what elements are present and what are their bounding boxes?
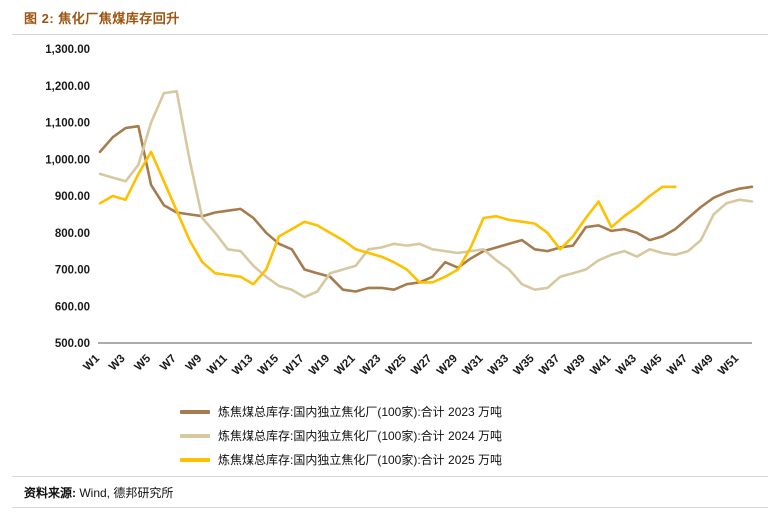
svg-text:W41: W41 [588,352,614,378]
svg-text:W39: W39 [563,353,588,378]
svg-text:W23: W23 [358,353,383,378]
legend-label-2023: 炼焦煤总库存:国内独立焦化厂(100家):合计 2023 万吨 [218,405,503,419]
source-top-divider [12,476,768,477]
svg-text:W29: W29 [435,353,460,378]
svg-text:W31: W31 [460,352,486,378]
svg-text:W7: W7 [158,353,179,374]
svg-text:W45: W45 [639,352,665,378]
figure-title-row: 图 2: 焦化厂焦煤库存回升 [0,0,780,32]
svg-text:W37: W37 [537,353,562,378]
legend-swatch-2023-icon [180,409,210,414]
legend-swatch-2025-icon [180,457,210,462]
svg-text:500.00: 500.00 [55,338,90,350]
svg-text:1,200.00: 1,200.00 [45,81,90,93]
svg-text:W21: W21 [333,352,359,378]
legend-label-2024: 炼焦煤总库存:国内独立焦化厂(100家):合计 2024 万吨 [218,429,503,443]
svg-text:W27: W27 [409,353,434,378]
svg-text:W43: W43 [614,353,639,378]
line-chart: 500.00 600.00 700.00 800.00 900.00 1,000.00 1,… [45,44,754,378]
svg-text:1,000.00: 1,000.00 [45,154,90,166]
legend-swatch-2024-icon [180,433,210,438]
svg-text:600.00: 600.00 [55,301,90,313]
svg-text:W5: W5 [133,352,154,373]
bottom-divider [12,507,768,508]
svg-text:W1: W1 [81,352,102,373]
legend-label-2025: 炼焦煤总库存:国内独立焦化厂(100家):合计 2025 万吨 [218,453,503,467]
svg-text:900.00: 900.00 [55,191,90,203]
svg-text:W15: W15 [256,352,282,378]
svg-text:700.00: 700.00 [55,265,90,277]
legend-item-2025: 炼焦煤总库存:国内独立焦化厂(100家):合计 2025 万吨 [180,451,502,468]
svg-text:W33: W33 [486,353,511,378]
svg-text:W11: W11 [205,352,230,377]
source-text: Wind, 德邦研究所 [79,486,174,500]
svg-text:W47: W47 [665,353,690,378]
source-row: 资料来源: Wind, 德邦研究所 [0,479,780,505]
legend-item-2023: 炼焦煤总库存:国内独立焦化厂(100家):合计 2023 万吨 [180,403,502,420]
svg-text:W17: W17 [281,353,306,378]
chart-area: 500.00 600.00 700.00 800.00 900.00 1,000.00 1,… [0,37,780,401]
svg-text:W25: W25 [384,352,410,378]
chart-legend: 炼焦煤总库存:国内独立焦化厂(100家):合计 2023 万吨 炼焦煤总库存:国… [180,403,600,468]
svg-text:1,100.00: 1,100.00 [45,118,90,130]
svg-text:W19: W19 [307,353,332,378]
legend-item-2024: 炼焦煤总库存:国内独立焦化厂(100家):合计 2024 万吨 [180,427,502,444]
svg-text:W51: W51 [716,352,742,378]
svg-text:W35: W35 [512,352,538,378]
figure-title: 图 2: 焦化厂焦煤库存回升 [24,11,180,26]
svg-text:W13: W13 [230,353,255,378]
svg-text:1,300.00: 1,300.00 [45,44,90,56]
svg-text:800.00: 800.00 [55,228,90,240]
svg-text:W3: W3 [107,353,128,374]
svg-text:W9: W9 [184,353,205,374]
source-label: 资料来源: [24,486,76,500]
top-divider [12,34,768,35]
svg-text:W49: W49 [691,353,716,378]
